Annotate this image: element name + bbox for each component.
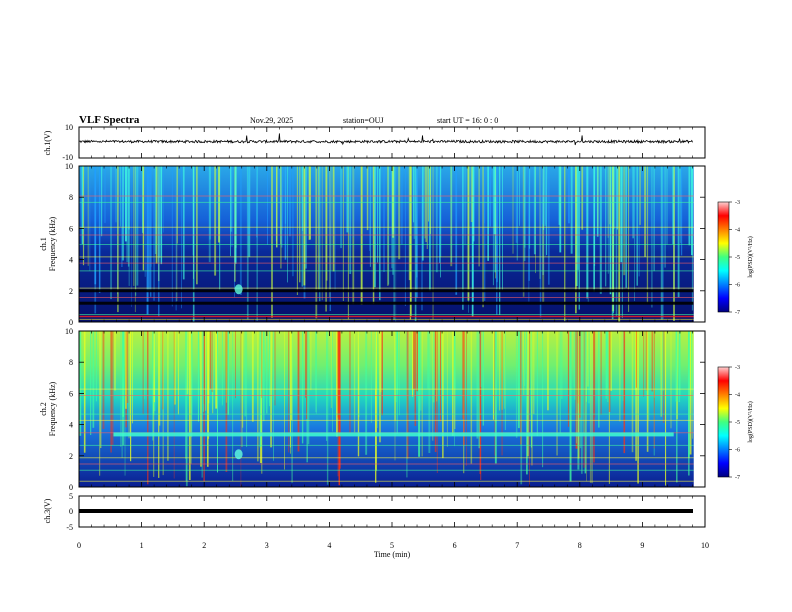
ch1-spectrogram-ytick-4: 4 bbox=[69, 256, 73, 265]
ch2-colorbar-tick-m6: -6 bbox=[735, 448, 740, 454]
ch1-ylabel-channel: ch.1 bbox=[39, 237, 48, 251]
ch2-spectrogram-ytick-4: 4 bbox=[69, 421, 73, 430]
x-tick-4: 4 bbox=[327, 541, 331, 550]
ch1-colorbar-label: log(PSD)(V²/Hz) bbox=[747, 236, 754, 277]
ch1-colorbar-tick-m3: -3 bbox=[735, 200, 740, 206]
figure-date: Nov.29, 2025 bbox=[250, 116, 293, 125]
ch1-spectrogram-ytick-6: 6 bbox=[69, 224, 73, 233]
ch2-spectrogram-ytick-10: 10 bbox=[65, 327, 73, 336]
ch1-ylabel-frequency: Frequency (kHz) bbox=[48, 216, 57, 271]
ch1-ytick-bottom: -10 bbox=[62, 153, 73, 162]
ch2-colorbar-tick-m5: -5 bbox=[735, 420, 740, 426]
ch2-spectrogram-ytick-8: 8 bbox=[69, 358, 73, 367]
x-tick-2: 2 bbox=[202, 541, 206, 550]
figure-start-time: start UT = 16: 0 : 0 bbox=[437, 116, 498, 125]
ch1-waveform-line bbox=[79, 133, 693, 146]
ch2-spectrogram-ytick-0: 0 bbox=[69, 483, 73, 492]
x-tick-1: 1 bbox=[140, 541, 144, 550]
x-tick-9: 9 bbox=[640, 541, 644, 550]
ch2-colorbar-tick-m7: -7 bbox=[735, 475, 740, 481]
x-tick-10: 10 bbox=[701, 541, 709, 550]
ch3-ytick-top: 5 bbox=[69, 492, 73, 501]
x-tick-7: 7 bbox=[515, 541, 519, 550]
x-axis-tick-labels: 0 1 2 3 4 5 6 7 8 9 10 bbox=[77, 541, 709, 550]
ch1-ylabel: ch.1(V) bbox=[43, 130, 52, 155]
ch2-colorbar-tick-m4: -4 bbox=[735, 393, 740, 399]
ch3-ytick-middle: 0 bbox=[69, 507, 73, 516]
ch1-spectrogram-ytick-10: 10 bbox=[65, 162, 73, 171]
ch1-waveform-panel: 10 -10 ch.1(V) bbox=[43, 123, 706, 162]
x-tick-0: 0 bbox=[77, 541, 81, 550]
ch1-colorbar-tick-m6: -6 bbox=[735, 283, 740, 289]
ch1-spectrogram-ytick-8: 8 bbox=[69, 193, 73, 202]
ch1-spectrogram-image bbox=[79, 166, 705, 322]
ch3-ylabel: ch.3(V) bbox=[43, 498, 52, 523]
ch2-colorbar bbox=[717, 366, 730, 478]
x-tick-3: 3 bbox=[265, 541, 269, 550]
figure-station: station=OUJ bbox=[343, 116, 384, 125]
ch1-ytick-top: 10 bbox=[65, 123, 73, 132]
ch3-ytick-bottom: -5 bbox=[66, 523, 73, 532]
ch2-colorbar-label: log(PSD)(V²/Hz) bbox=[747, 401, 754, 442]
ch2-spectrogram-ytick-2: 2 bbox=[69, 452, 73, 461]
ch2-spectrogram-ytick-6: 6 bbox=[69, 389, 73, 398]
x-axis-label: Time (min) bbox=[374, 550, 411, 559]
ch1-colorbar bbox=[717, 201, 730, 313]
ch2-spectrogram-image bbox=[79, 331, 705, 487]
ch1-spectrogram-ytick-2: 2 bbox=[69, 287, 73, 296]
x-tick-6: 6 bbox=[453, 541, 457, 550]
x-axis-ticks bbox=[78, 127, 706, 527]
ch1-colorbar-tick-m7: -7 bbox=[735, 310, 740, 316]
ch1-spectrogram-ytick-0: 0 bbox=[69, 318, 73, 327]
ch2-ylabel-channel: ch.2 bbox=[39, 402, 48, 416]
ch2-ylabel-frequency: Frequency (kHz) bbox=[48, 381, 57, 436]
ch3-waveform-panel: 5 0 -5 ch.3(V) bbox=[43, 492, 706, 532]
ch2-colorbar-tick-m3: -3 bbox=[735, 365, 740, 371]
x-tick-5: 5 bbox=[390, 541, 394, 550]
ch1-colorbar-tick-m4: -4 bbox=[735, 228, 740, 234]
ch3-waveform-line bbox=[79, 509, 693, 513]
figure-title: VLF Spectra bbox=[79, 114, 140, 126]
ch1-colorbar-tick-m5: -5 bbox=[735, 255, 740, 261]
x-tick-8: 8 bbox=[578, 541, 582, 550]
